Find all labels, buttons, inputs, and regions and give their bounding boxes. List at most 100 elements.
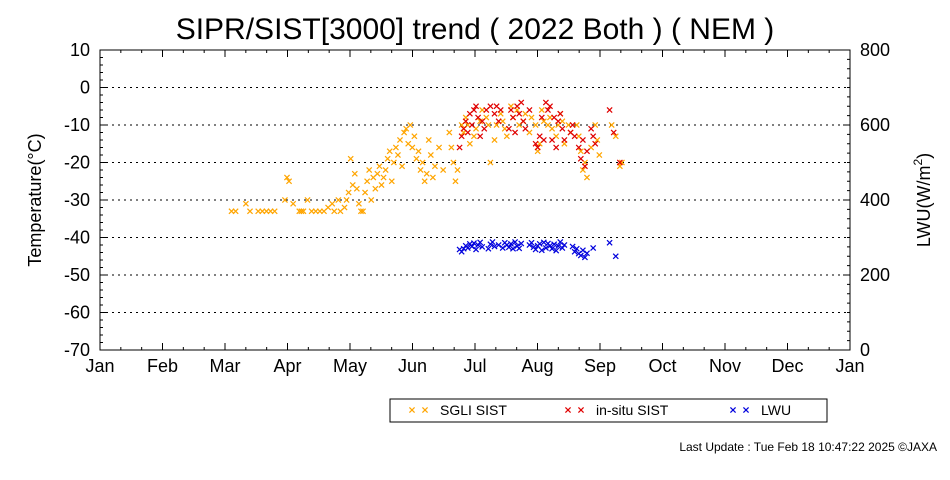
sgli-sist-point	[286, 178, 293, 185]
lwu-point	[518, 240, 525, 247]
lwu-point	[579, 247, 586, 254]
sgli-sist-point	[290, 200, 297, 207]
x-tick-label: Sep	[584, 356, 616, 376]
y-left-tick-label: -60	[64, 303, 90, 323]
chart-title: SIPR/SIST[3000] trend ( 2022 Both ) ( NE…	[176, 13, 775, 46]
lwu-point	[499, 244, 506, 252]
x-tick-label: Oct	[648, 356, 676, 376]
legend-box	[389, 398, 828, 423]
in-situ-sist-point	[479, 118, 486, 125]
lwu-point	[540, 239, 547, 246]
y-left-tick-label: 0	[80, 78, 90, 98]
legend-label-lwu: LWU	[761, 402, 791, 418]
lwu-point	[559, 244, 566, 252]
sgli-sist-point	[345, 189, 352, 196]
x-tick-label: Mar	[210, 356, 241, 376]
y-axis-right-label: LWU(W/m2)	[911, 153, 934, 247]
sgli-sist-point	[450, 159, 457, 166]
sgli-sist-point	[246, 208, 254, 215]
in-situ-sist-point	[581, 163, 588, 170]
sgli-sist-point	[392, 144, 399, 151]
lwu-point	[458, 248, 465, 255]
sgli-sist-point	[419, 159, 426, 166]
in-situ-sist-point	[571, 133, 578, 140]
legend-marker-sgli-sist	[421, 406, 429, 414]
sgli-sist-point	[425, 136, 432, 144]
legend-label-sgli-sist: SGLI SIST	[440, 402, 507, 418]
sgli-sist-point	[440, 166, 447, 174]
lwu-point	[553, 247, 560, 254]
sgli-sist-point	[341, 204, 348, 211]
lwu-point	[532, 246, 539, 253]
y-right-tick-label: 0	[860, 340, 870, 360]
in-situ-sist-point	[518, 99, 525, 106]
lwu-point	[569, 243, 576, 250]
in-situ-sist-point	[520, 118, 527, 125]
x-tick-label: May	[333, 356, 367, 376]
sgli-sist-point	[532, 121, 539, 129]
sgli-sist-point	[431, 163, 438, 170]
in-situ-sist-point	[526, 106, 533, 114]
sgli-sist-point	[380, 174, 387, 181]
in-situ-sist-point	[532, 140, 539, 147]
legend: SGLI SIST in-situ SIST LWU	[389, 398, 828, 423]
in-situ-sist-point	[559, 125, 566, 132]
y-left-tick-label: -70	[64, 340, 90, 360]
sgli-sist-point	[493, 121, 500, 129]
lwu-point	[491, 243, 498, 250]
sgli-sist-point	[394, 151, 401, 159]
lwu-point	[536, 240, 543, 247]
sgli-sist-point	[538, 106, 545, 114]
sgli-sist-point	[401, 129, 408, 136]
in-situ-sist-point	[534, 144, 541, 151]
lwu-point	[507, 240, 514, 247]
in-situ-sist-point	[512, 129, 519, 136]
lwu-point	[516, 245, 523, 252]
legend-marker-sgli-sist	[408, 406, 416, 414]
in-situ-sist-point	[606, 106, 613, 114]
legend-marker-in-situ-sist	[577, 406, 585, 414]
in-situ-sist-point	[516, 110, 523, 117]
sgli-sist-point	[413, 155, 420, 162]
in-situ-sist-point	[468, 121, 475, 129]
sgli-sist-point	[470, 133, 477, 140]
x-tick-label: Nov	[709, 356, 741, 376]
sgli-sist-point	[618, 159, 625, 166]
lwu-point	[468, 243, 475, 250]
lwu-point	[495, 241, 502, 249]
sgli-sist-point	[596, 151, 603, 159]
sgli-sist-point	[351, 170, 358, 177]
lwu-point	[477, 239, 484, 246]
in-situ-sist-point	[507, 106, 514, 114]
in-situ-sist-point	[505, 125, 512, 132]
sgli-sist-point	[423, 170, 430, 177]
sgli-sist-point	[608, 121, 615, 129]
in-situ-sist-point	[616, 159, 623, 166]
in-situ-sist-point	[473, 103, 480, 110]
in-situ-sist-point	[458, 133, 465, 140]
y-left-tick-label: -10	[64, 115, 90, 135]
sgli-sist-point	[355, 200, 362, 207]
in-situ-sist-point	[561, 136, 568, 144]
x-tick-label: Apr	[273, 356, 301, 376]
x-tick-label: Jan	[835, 356, 864, 376]
sgli-sist-point	[411, 133, 418, 140]
sgli-sist-point	[343, 196, 350, 204]
sgli-sist-point	[446, 129, 453, 136]
data-points	[228, 99, 625, 261]
sgli-sist-point	[477, 118, 484, 125]
sgli-sist-point	[335, 196, 342, 204]
sgli-sist-point	[549, 125, 556, 132]
in-situ-sist-point	[569, 121, 576, 129]
sgli-sist-point	[304, 196, 311, 204]
y-axis-right: 800 600 400 200 0	[843, 40, 890, 360]
sgli-sist-point	[376, 163, 383, 170]
in-situ-sist-point	[538, 114, 545, 121]
lwu-point	[546, 242, 554, 249]
in-situ-sist-point	[610, 129, 617, 136]
legend-marker-lwu	[742, 406, 750, 414]
sgli-sist-point	[452, 178, 459, 185]
sgli-sist-point	[448, 144, 455, 151]
in-situ-sist-point	[544, 106, 551, 114]
sgli-sist-point	[429, 174, 436, 181]
